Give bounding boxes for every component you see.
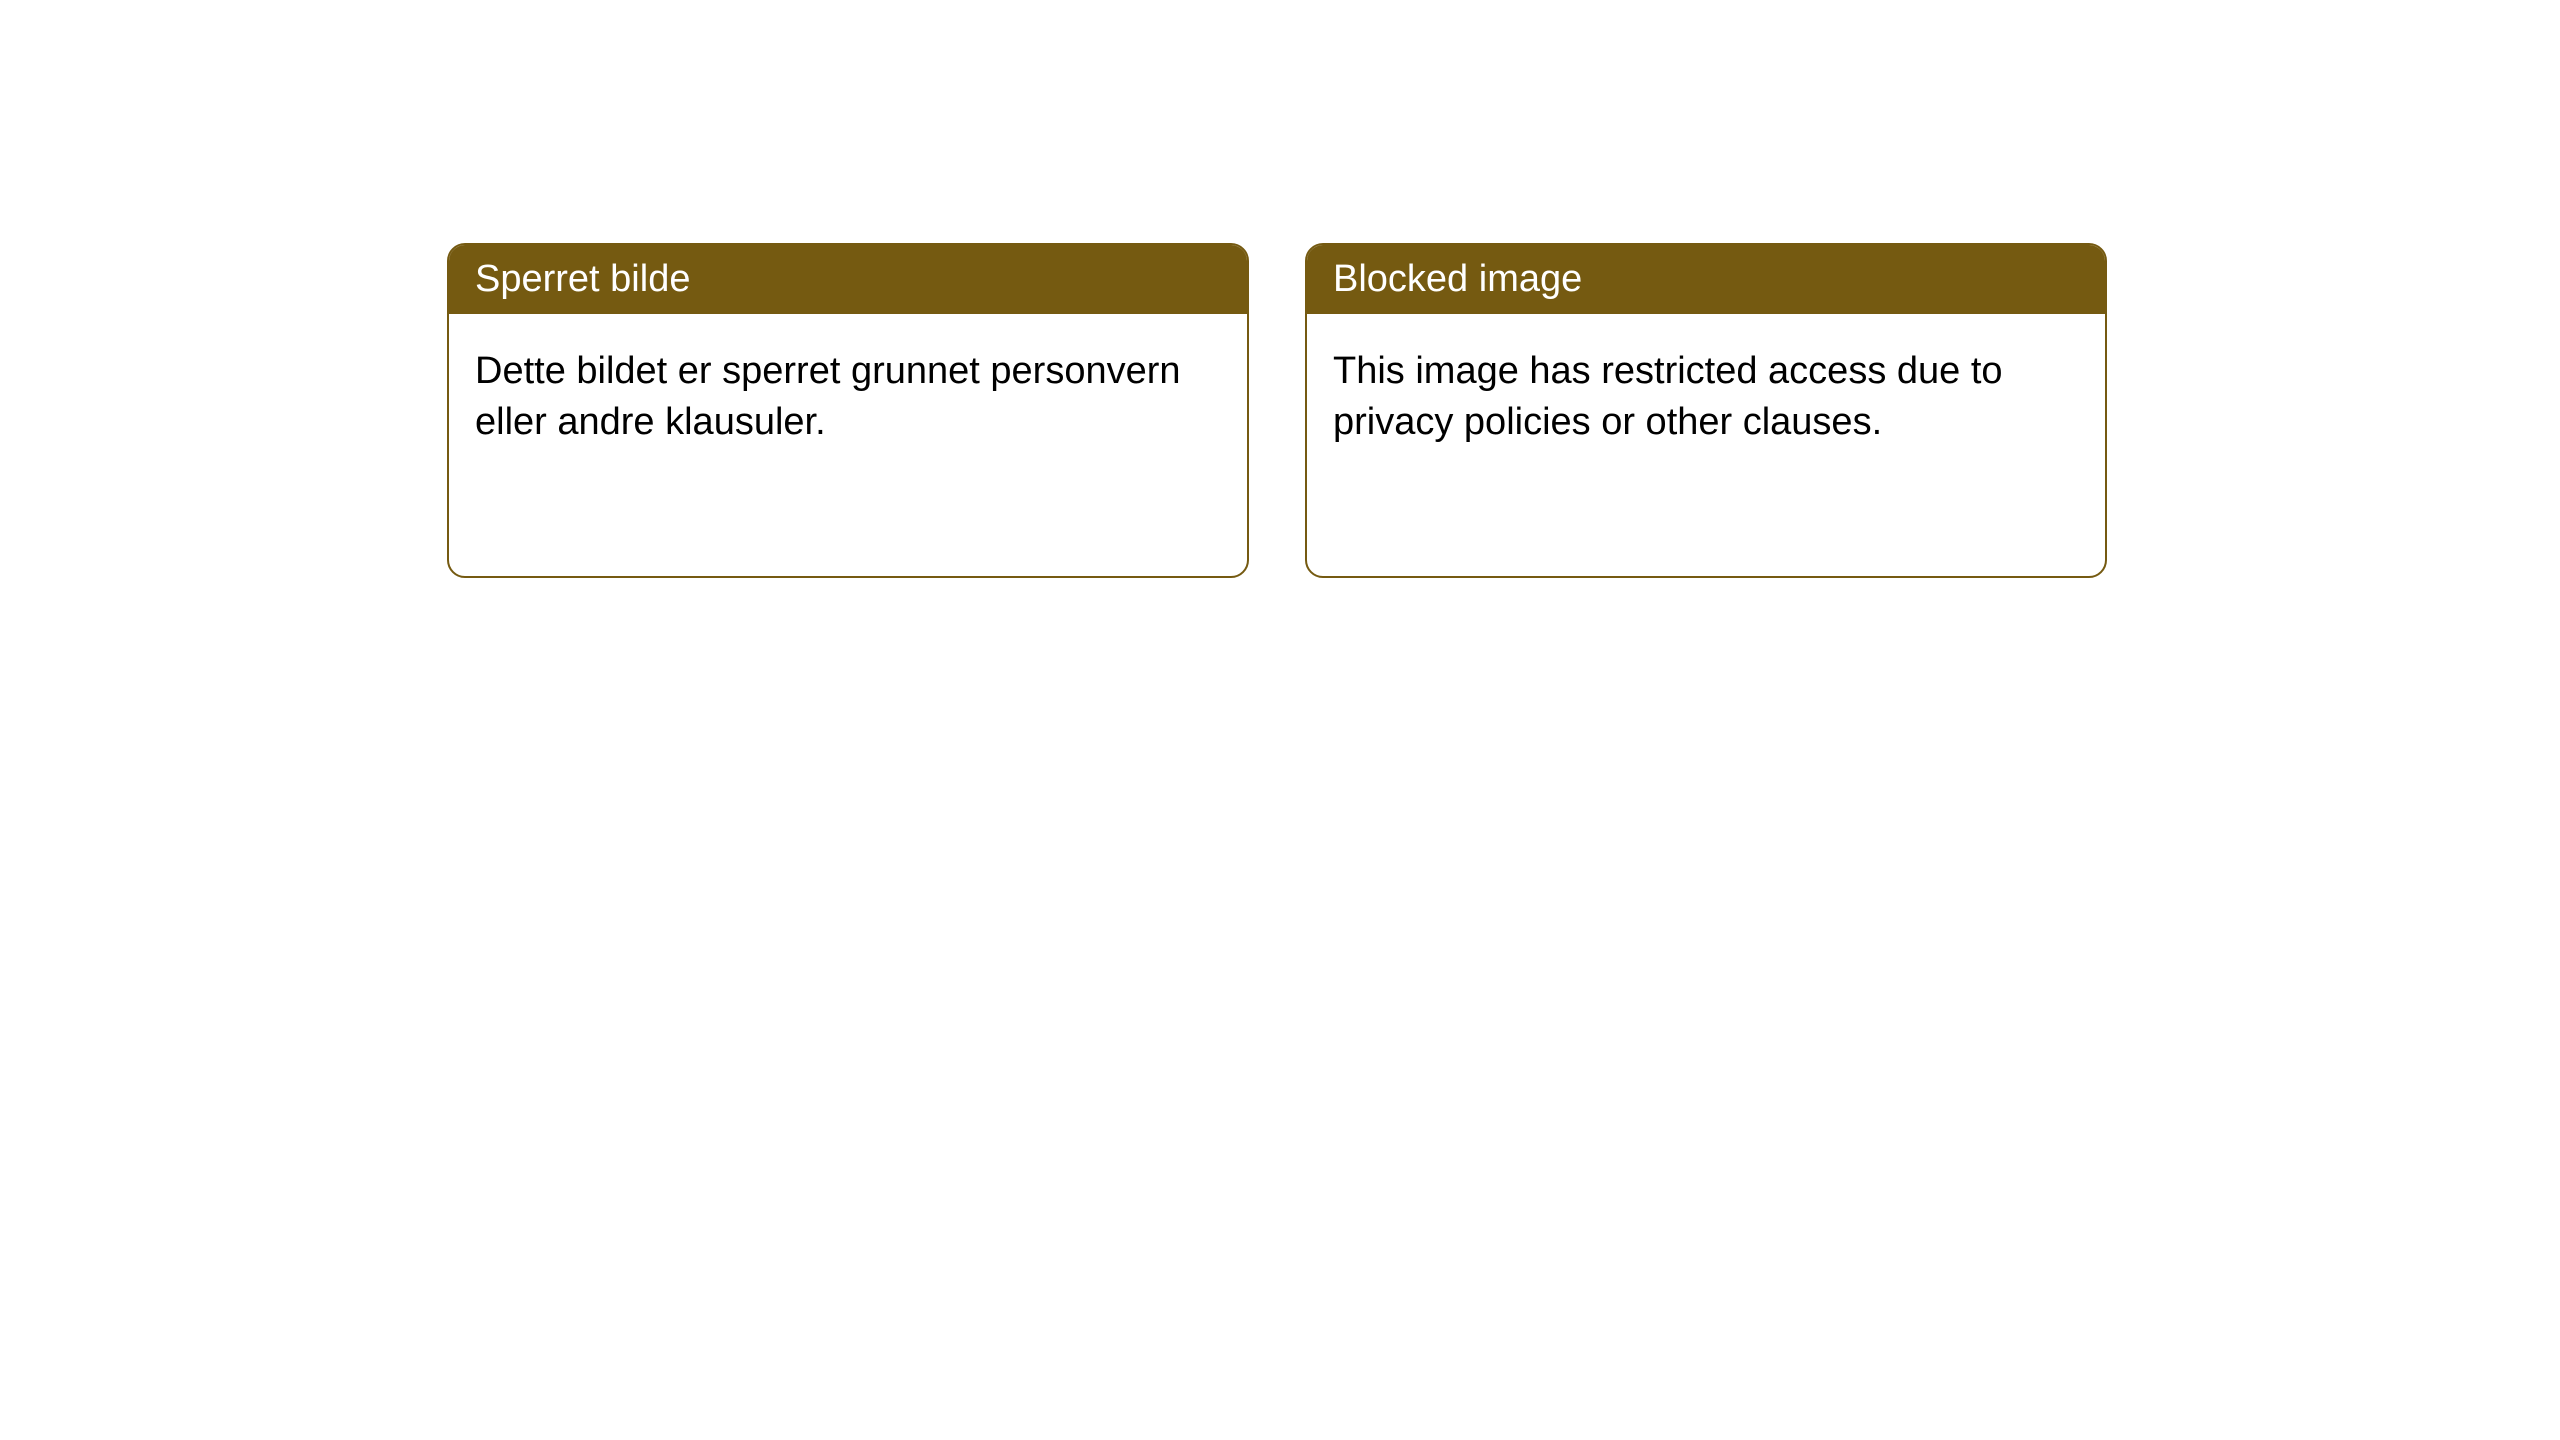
notice-card-norwegian: Sperret bilde Dette bildet er sperret gr… [447, 243, 1249, 578]
card-body-text: This image has restricted access due to … [1333, 350, 2003, 443]
card-title: Sperret bilde [475, 258, 690, 300]
card-body: This image has restricted access due to … [1307, 314, 2105, 481]
notice-card-container: Sperret bilde Dette bildet er sperret gr… [447, 243, 2107, 578]
notice-card-english: Blocked image This image has restricted … [1305, 243, 2107, 578]
card-body-text: Dette bildet er sperret grunnet personve… [475, 350, 1181, 443]
card-header: Blocked image [1307, 245, 2105, 314]
card-header: Sperret bilde [449, 245, 1247, 314]
card-title: Blocked image [1333, 258, 1582, 300]
card-body: Dette bildet er sperret grunnet personve… [449, 314, 1247, 481]
